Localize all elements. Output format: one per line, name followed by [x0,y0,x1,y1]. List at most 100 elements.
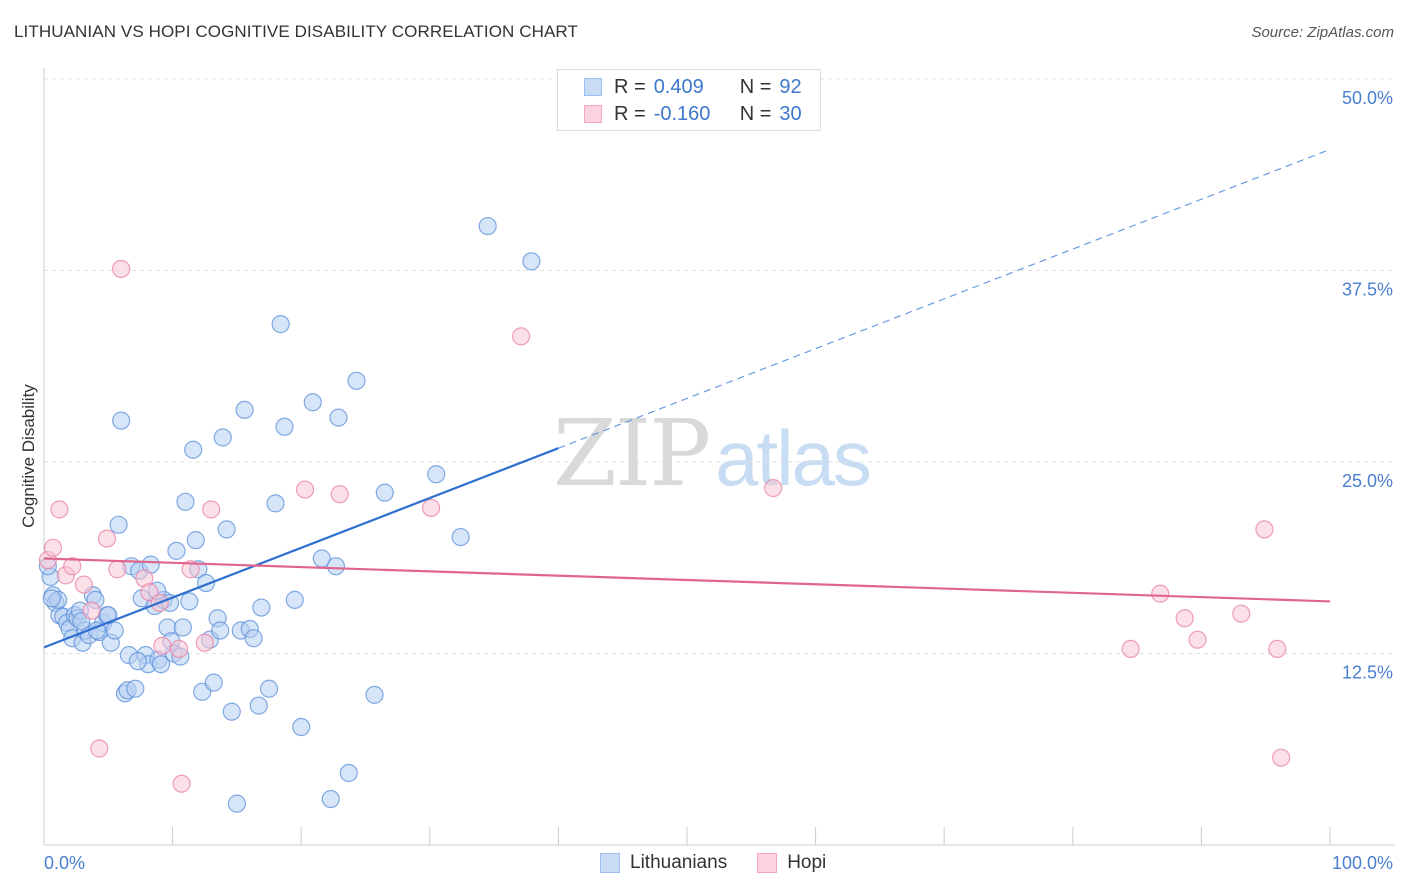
point-hopi [195,633,214,652]
point-hopi [153,636,172,655]
point-lithuanians [213,428,232,447]
point-lithuanians [427,465,446,484]
point-lithuanians [105,621,124,640]
point-lithuanians [151,655,171,674]
point-hopi [1121,639,1140,659]
point-hopi [181,560,200,579]
point-hopi [43,538,63,557]
legend-n-value: 92 [779,75,802,98]
point-lithuanians [42,589,61,608]
point-lithuanians [266,494,285,513]
point-lithuanians [259,679,279,698]
point-lithuanians [522,252,541,271]
point-hopi [50,500,69,519]
y-tick-label: 37.5% [1342,280,1393,300]
point-lithuanians [184,440,203,459]
point-lithuanians [329,408,348,427]
trend-lines [43,148,1331,649]
point-hopi [202,500,221,519]
point-lithuanians [249,696,268,715]
series-swatch-lithuanians [600,853,620,873]
point-lithuanians [292,717,311,737]
point-lithuanians [271,315,290,334]
point-hopi [172,774,191,793]
point-hopi [108,560,127,579]
point-lithuanians [180,592,199,611]
y-tick-label: 50.0% [1342,88,1393,108]
point-lithuanians [211,621,230,640]
point-hopi [112,259,131,279]
point-hopi [82,601,101,620]
point-lithuanians [339,763,358,783]
point-hopi [295,480,315,499]
legend-r-label: R = [614,75,646,98]
chart-title: LITHUANIAN VS HOPI COGNITIVE DISABILITY … [14,22,578,41]
point-lithuanians [186,531,205,550]
point-hopi [1255,520,1274,539]
point-hopi [90,739,109,758]
trend-line-lithuanians-projection [558,148,1331,449]
point-lithuanians [478,216,497,236]
trend-line-lithuanians [43,447,559,649]
series-legend-item-lithuanians: Lithuanians [600,852,727,874]
legend-row-hopi: R = -0.160 N = 30 [584,102,802,126]
point-lithuanians [275,417,294,436]
x-tick-label: 100.0% [1332,853,1393,873]
point-lithuanians [109,515,128,534]
source-label: Source: ZipAtlas.com [1251,24,1394,41]
point-hopi [421,498,441,518]
series-legend-item-hopi: Hopi [757,852,826,874]
y-tick-label: 12.5% [1342,663,1393,683]
point-lithuanians [252,598,271,617]
series-label-lithuanians: Lithuanians [630,852,728,873]
legend-n-value: 30 [779,102,802,125]
point-hopi [1151,584,1170,603]
point-hopi [1175,609,1194,628]
legend-swatch-lithuanians [584,78,602,96]
legend-r-value: 0.409 [653,75,704,98]
trend-line-hopi [43,557,1331,603]
legend-n-label: N = [739,75,772,98]
point-lithuanians [303,393,322,412]
point-lithuanians [99,606,118,625]
point-hopi [63,557,82,576]
point-lithuanians [227,794,246,813]
point-lithuanians [126,679,145,698]
legend-r-label: R = [614,102,646,125]
point-lithuanians [112,411,131,430]
point-lithuanians [204,673,223,692]
legend-row-lithuanians: R = 0.409 N = 92 [584,75,802,99]
correlation-legend: R = 0.409 N = 92 R = -0.160 N = 30 [557,69,821,131]
y-tick-label: 25.0% [1342,471,1393,491]
point-hopi [512,327,531,346]
point-lithuanians [326,557,346,576]
gridlines [44,78,1395,654]
point-hopi [1268,639,1287,659]
point-lithuanians [365,685,384,704]
point-lithuanians [222,702,241,721]
legend-n-label: N = [739,102,772,125]
y-axis-title: Cognitive Disability [19,384,38,528]
series-label-hopi: Hopi [787,852,827,873]
tick-labels: 12.5% 25.0% 37.5% 50.0% 0.0% 100.0% [44,88,1393,873]
data-points [38,216,1291,813]
legend-r-value: -0.160 [653,102,711,125]
point-hopi [74,575,93,594]
point-hopi [1188,630,1207,649]
point-hopi [1272,748,1291,767]
series-swatch-hopi [757,853,778,873]
point-lithuanians [347,371,366,390]
point-hopi [330,485,349,504]
point-lithuanians [176,492,195,511]
point-lithuanians [451,527,470,547]
x-tick-label: 0.0% [44,853,85,873]
point-hopi [169,639,189,659]
point-hopi [1232,604,1251,623]
axes [43,68,1395,846]
point-lithuanians [321,789,340,809]
point-lithuanians [128,652,147,671]
point-lithuanians [285,590,304,609]
point-lithuanians [235,400,254,420]
point-lithuanians [167,541,186,560]
